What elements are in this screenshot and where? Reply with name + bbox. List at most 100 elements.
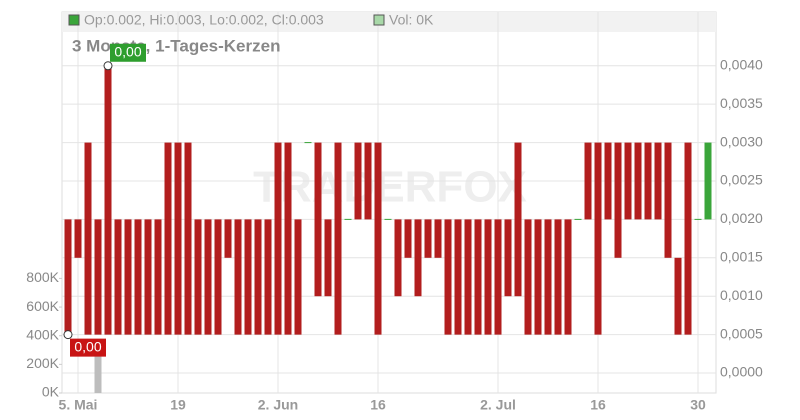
candle-body bbox=[474, 219, 482, 335]
candle-body bbox=[544, 219, 552, 335]
candle-body bbox=[524, 219, 532, 335]
candle-body bbox=[74, 219, 82, 258]
candle-body bbox=[644, 142, 652, 220]
y2-tick-label: 0,0040 bbox=[720, 56, 763, 72]
subtitle: 3 Monate, 1-Tages-Kerzen bbox=[72, 36, 280, 55]
candle-body bbox=[124, 219, 132, 335]
candle-body bbox=[214, 219, 222, 335]
candle-body bbox=[484, 219, 492, 335]
candle-body bbox=[424, 219, 432, 258]
candle-body bbox=[284, 142, 292, 335]
candle-body bbox=[184, 142, 192, 335]
x-tick-label: 16 bbox=[370, 397, 386, 413]
candle-body bbox=[494, 219, 502, 335]
candle-body bbox=[374, 142, 382, 335]
candle-body bbox=[414, 219, 422, 297]
candle-body bbox=[514, 142, 522, 297]
candle-body bbox=[464, 219, 472, 335]
y2-tick-label: 0,0000 bbox=[720, 364, 763, 380]
candle-body bbox=[104, 65, 112, 335]
candle-body bbox=[174, 142, 182, 335]
candle-body bbox=[154, 219, 162, 335]
y2-tick-label: 0,0025 bbox=[720, 172, 763, 188]
legend-swatch bbox=[68, 14, 80, 26]
high-label: 0,00 bbox=[114, 43, 141, 59]
legend-swatch bbox=[373, 14, 385, 26]
candle-body bbox=[654, 142, 662, 220]
candle-body bbox=[344, 218, 352, 220]
candle-body bbox=[674, 257, 682, 335]
candle-body bbox=[624, 142, 632, 220]
x-tick-label: 16 bbox=[590, 397, 606, 413]
candle-body bbox=[614, 142, 622, 258]
x-tick-label: 2. Jun bbox=[258, 397, 298, 413]
x-tick-label: 19 bbox=[170, 397, 186, 413]
candle-body bbox=[64, 219, 72, 335]
high-marker bbox=[103, 61, 113, 71]
candle-body bbox=[314, 142, 322, 297]
candle-body bbox=[434, 219, 442, 258]
candle-body bbox=[564, 219, 572, 335]
x-tick-label: 5. Mai bbox=[59, 397, 98, 413]
candle-body bbox=[554, 219, 562, 335]
candle-body bbox=[354, 142, 362, 220]
candle-body bbox=[594, 142, 602, 335]
y2-tick-label: 0,0020 bbox=[720, 210, 763, 226]
candle-body bbox=[634, 142, 642, 220]
candle-body bbox=[234, 219, 242, 335]
candle-body bbox=[274, 142, 282, 335]
y-tick-label: 200K bbox=[26, 355, 59, 371]
low-label: 0,00 bbox=[74, 338, 101, 354]
candle-body bbox=[694, 218, 702, 220]
candle-body bbox=[384, 218, 392, 220]
y2-tick-label: 0,0015 bbox=[720, 249, 763, 265]
candle-body bbox=[324, 219, 332, 297]
candle-body bbox=[574, 218, 582, 220]
y2-tick-label: 0,0030 bbox=[720, 133, 763, 149]
candle-body bbox=[204, 219, 212, 335]
candle-body bbox=[664, 142, 672, 258]
candle-body bbox=[454, 219, 462, 335]
candle-body bbox=[164, 142, 172, 335]
y-tick-label: 0K bbox=[42, 384, 60, 400]
candle-body bbox=[244, 219, 252, 335]
legend-ohlc: Op:0.002, Hi:0.003, Lo:0.002, Cl:0.003 bbox=[84, 12, 324, 28]
candle-body bbox=[264, 219, 272, 335]
candle-body bbox=[334, 142, 342, 335]
candle-body bbox=[534, 219, 542, 335]
y2-tick-label: 0,0005 bbox=[720, 325, 763, 341]
candle-body bbox=[584, 142, 592, 220]
watermark: TRADERFOX bbox=[253, 163, 527, 212]
y2-tick-label: 0,0035 bbox=[720, 95, 763, 111]
candle-body bbox=[394, 219, 402, 297]
candle-body bbox=[294, 219, 302, 335]
candle-body bbox=[504, 219, 512, 297]
candle-body bbox=[144, 219, 152, 335]
candle-body bbox=[84, 142, 92, 335]
high-label-box bbox=[110, 43, 146, 62]
candle-body bbox=[704, 142, 712, 220]
candle-body bbox=[404, 219, 412, 258]
candle-body bbox=[254, 219, 262, 335]
volume-bar bbox=[94, 345, 102, 393]
candle-body bbox=[224, 219, 232, 258]
candle-body bbox=[304, 142, 312, 144]
x-tick-label: 30 bbox=[690, 397, 706, 413]
low-label-box bbox=[70, 338, 106, 357]
candle-body bbox=[194, 219, 202, 335]
y-tick-label: 800K bbox=[26, 269, 59, 285]
y2-tick-label: 0,0010 bbox=[720, 287, 763, 303]
low-marker bbox=[63, 330, 73, 340]
candle-body bbox=[604, 142, 612, 220]
candle-body bbox=[444, 219, 452, 335]
candle-body bbox=[114, 219, 122, 335]
x-tick-label: 2. Jul bbox=[480, 397, 516, 413]
legend-band bbox=[62, 12, 716, 32]
candle-body bbox=[94, 219, 102, 335]
candle-body bbox=[364, 142, 372, 220]
candle-body bbox=[134, 219, 142, 335]
candle-body bbox=[684, 142, 692, 335]
legend-volume: Vol: 0K bbox=[389, 12, 434, 28]
y-tick-label: 600K bbox=[26, 298, 59, 314]
